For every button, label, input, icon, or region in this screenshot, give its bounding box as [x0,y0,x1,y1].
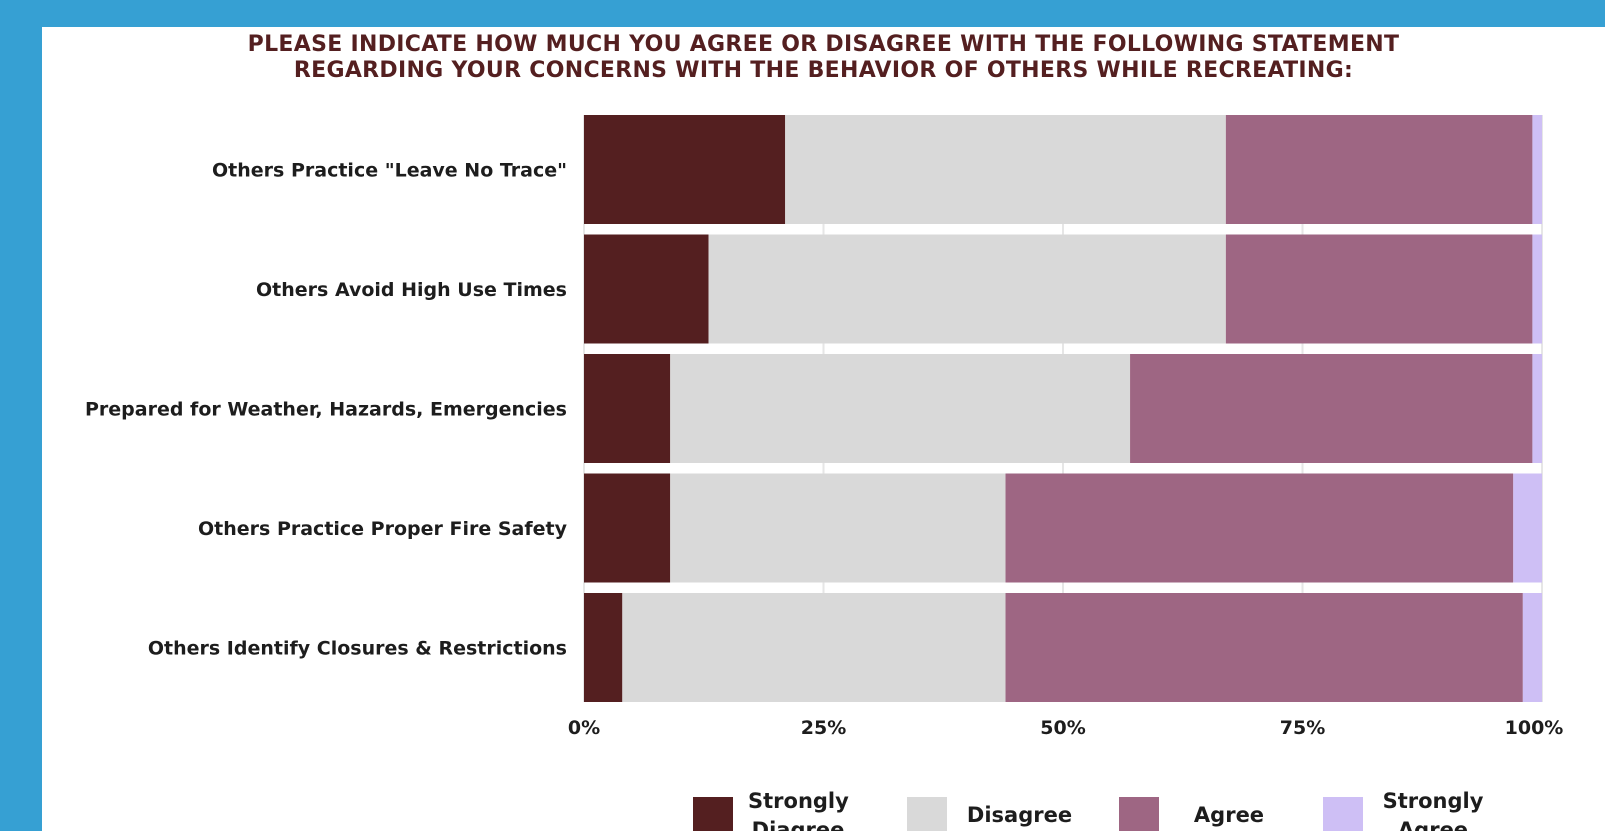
category-label-3: Prepared for Weather, Hazards, Emergenci… [85,399,567,421]
chart-title: PLEASE INDICATE HOW MUCH YOU AGREE OR DI… [42,32,1605,84]
bar-strongly-diagree-2 [584,234,709,344]
legend-label-strongly-agree: Strongly Agree [1382,789,1484,831]
bar-disagree-2 [708,234,1226,344]
category-label-1: Others Practice "Leave No Trace" [212,160,567,182]
legend: Strongly Diagree Disagree Agree Strongly… [42,784,1605,831]
bar-disagree-1 [785,115,1226,224]
x-tick-label: 75% [1280,717,1325,739]
category-label-4: Others Practice Proper Fire Safety [198,518,568,540]
x-tick-label: 25% [801,717,846,739]
category-label-5: Others Identify Closures & Restrictions [148,638,567,660]
bar-strongly-agree-2 [1532,234,1542,344]
bar-agree-2 [1225,234,1533,344]
legend-swatch-agree [1119,797,1159,831]
category-label-2: Others Avoid High Use Times [256,279,567,301]
bar-strongly-agree-1 [1532,115,1542,224]
bar-disagree-4 [670,473,1006,583]
bar-strongly-diagree-5 [584,593,623,702]
legend-label-strongly-disagree: Strongly Diagree [748,789,849,831]
legend-swatch-disagree [907,797,947,831]
bar-disagree-3 [670,354,1131,463]
stacked-bar-chart: Others Practice "Leave No Trace" Others A… [85,115,1564,739]
bar-strongly-agree-3 [1532,354,1542,463]
chart-card: PLEASE INDICATE HOW MUCH YOU AGREE OR DI… [42,27,1605,831]
bar-disagree-5 [622,593,1006,702]
legend-swatch-strongly-agree [1323,797,1363,831]
bar-agree-5 [1005,593,1523,702]
bar-agree-4 [1005,473,1514,583]
x-tick-label: 50% [1040,717,1085,739]
legend-label-agree: Agree [1193,803,1265,827]
bar-strongly-diagree-1 [584,115,786,224]
chart-title-line-2: REGARDING YOUR CONCERNS WITH THE BEHAVIO… [293,58,1354,83]
bar-strongly-diagree-3 [584,354,671,463]
bar-agree-1 [1225,115,1533,224]
bar-strongly-agree-4 [1513,473,1542,583]
x-tick-label: 100% [1505,717,1564,739]
chart-title-line-1: PLEASE INDICATE HOW MUCH YOU AGREE OR DI… [247,32,1400,57]
legend-swatch-strongly-disagree [693,797,733,831]
legend-label-disagree: Disagree [966,803,1073,827]
bar-agree-3 [1130,354,1533,463]
bar-strongly-agree-5 [1522,593,1542,702]
x-tick-label: 0% [568,717,600,739]
bar-strongly-diagree-4 [584,473,671,583]
